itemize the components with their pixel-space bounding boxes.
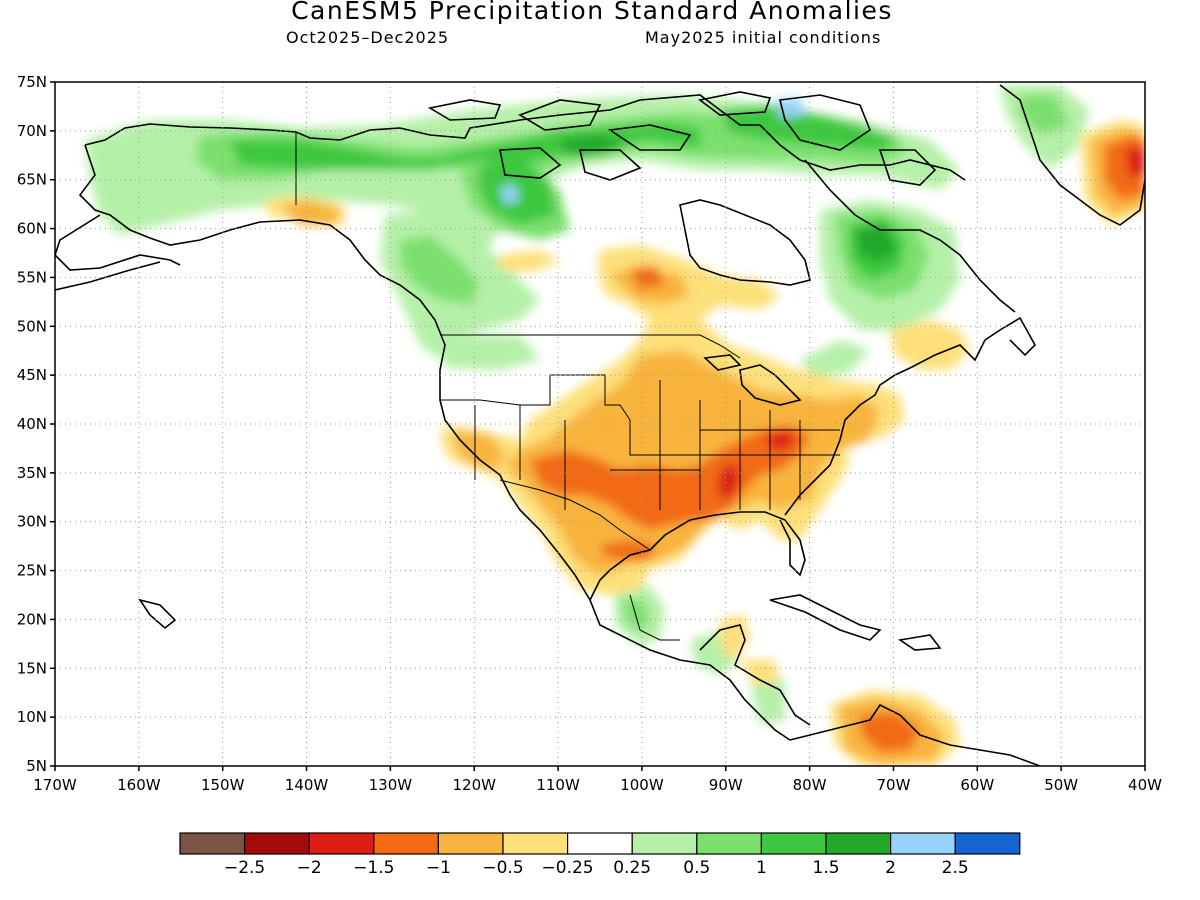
lon-tick-label: 110W	[536, 776, 580, 794]
colorbar-swatch	[308, 832, 375, 855]
lon-tick-label: 70W	[877, 776, 911, 794]
lat-tick-label: 45N	[17, 366, 47, 384]
lat-tick-label: 50N	[17, 317, 47, 335]
lon-tick-label: 120W	[452, 776, 496, 794]
colorbar-swatch	[244, 832, 310, 855]
colorbar-swatch	[889, 832, 956, 855]
lat-tick-label: 65N	[17, 171, 47, 189]
map-title: CanESM5 Precipitation Standard Anomalies	[291, 0, 893, 25]
colorbar-swatch	[631, 832, 698, 855]
lat-tick-label: 60N	[17, 220, 47, 238]
colorbar-swatch	[437, 832, 504, 855]
lon-tick-label: 80W	[793, 776, 827, 794]
lon-tick-label: 140W	[285, 776, 329, 794]
lon-tick-label: 100W	[620, 776, 664, 794]
colorbar-label: 2	[885, 858, 896, 878]
coastlines	[55, 84, 1145, 766]
colorbar: −2.5 −2 −1.5 −1 −0.5 −0.25 0.25 0.5 1 1.5 2 2.5	[179, 832, 1021, 878]
lon-tick-label: 160W	[117, 776, 161, 794]
lat-tick-label: 30N	[17, 513, 47, 531]
colorbar-label: 1.5	[812, 858, 839, 878]
forecast-period: Oct2025–Dec2025	[286, 28, 450, 47]
longitude-axis: 170W 160W 150W 140W 130W 120W 110W 100W 90W 80W 70…	[33, 766, 1162, 794]
lat-tick-label: 5N	[26, 757, 47, 775]
colorbar-swatch	[179, 832, 246, 855]
colorbar-swatch	[373, 832, 439, 855]
lat-tick-label: 40N	[17, 415, 47, 433]
colorbar-label: −1	[426, 858, 451, 878]
colorbar-label: 0.5	[683, 858, 710, 878]
colorbar-label: 2.5	[942, 858, 969, 878]
initial-conditions: May2025 initial conditions	[645, 28, 882, 47]
lon-tick-label: 50W	[1044, 776, 1078, 794]
lat-tick-label: 70N	[17, 122, 47, 140]
colorbar-label: −0.25	[542, 858, 594, 878]
graticule	[55, 82, 1145, 766]
lon-tick-label: 60W	[960, 776, 994, 794]
lat-tick-label: 10N	[17, 708, 47, 726]
political-borders	[295, 132, 840, 641]
colorbar-label: −1.5	[353, 858, 394, 878]
anomaly-field	[85, 85, 1145, 766]
lat-tick-label: 75N	[17, 73, 47, 91]
colorbar-swatch	[825, 832, 892, 855]
colorbar-swatch	[502, 832, 569, 855]
lon-tick-label: 40W	[1128, 776, 1162, 794]
lon-tick-label: 150W	[201, 776, 245, 794]
lat-tick-label: 55N	[17, 268, 47, 286]
lon-tick-label: 130W	[369, 776, 413, 794]
colorbar-label: −2.5	[224, 858, 265, 878]
lat-tick-label: 25N	[17, 562, 47, 580]
colorbar-swatch	[566, 832, 633, 855]
latitude-axis: 75N 70N 65N 60N 55N 50N 45N 40N 35N 30N 25N 20N 15N 1…	[17, 73, 55, 775]
colorbar-label: −2	[297, 858, 322, 878]
colorbar-swatch	[696, 832, 762, 855]
colorbar-label: 0.25	[613, 858, 651, 878]
colorbar-swatch	[954, 832, 1021, 855]
lat-tick-label: 15N	[17, 659, 47, 677]
lat-tick-label: 20N	[17, 610, 47, 628]
lat-tick-label: 35N	[17, 464, 47, 482]
colorbar-label: 1	[756, 858, 767, 878]
colorbar-label: −0.5	[482, 858, 523, 878]
colorbar-swatch	[760, 832, 827, 855]
lon-tick-label: 90W	[709, 776, 743, 794]
lon-tick-label: 170W	[33, 776, 77, 794]
